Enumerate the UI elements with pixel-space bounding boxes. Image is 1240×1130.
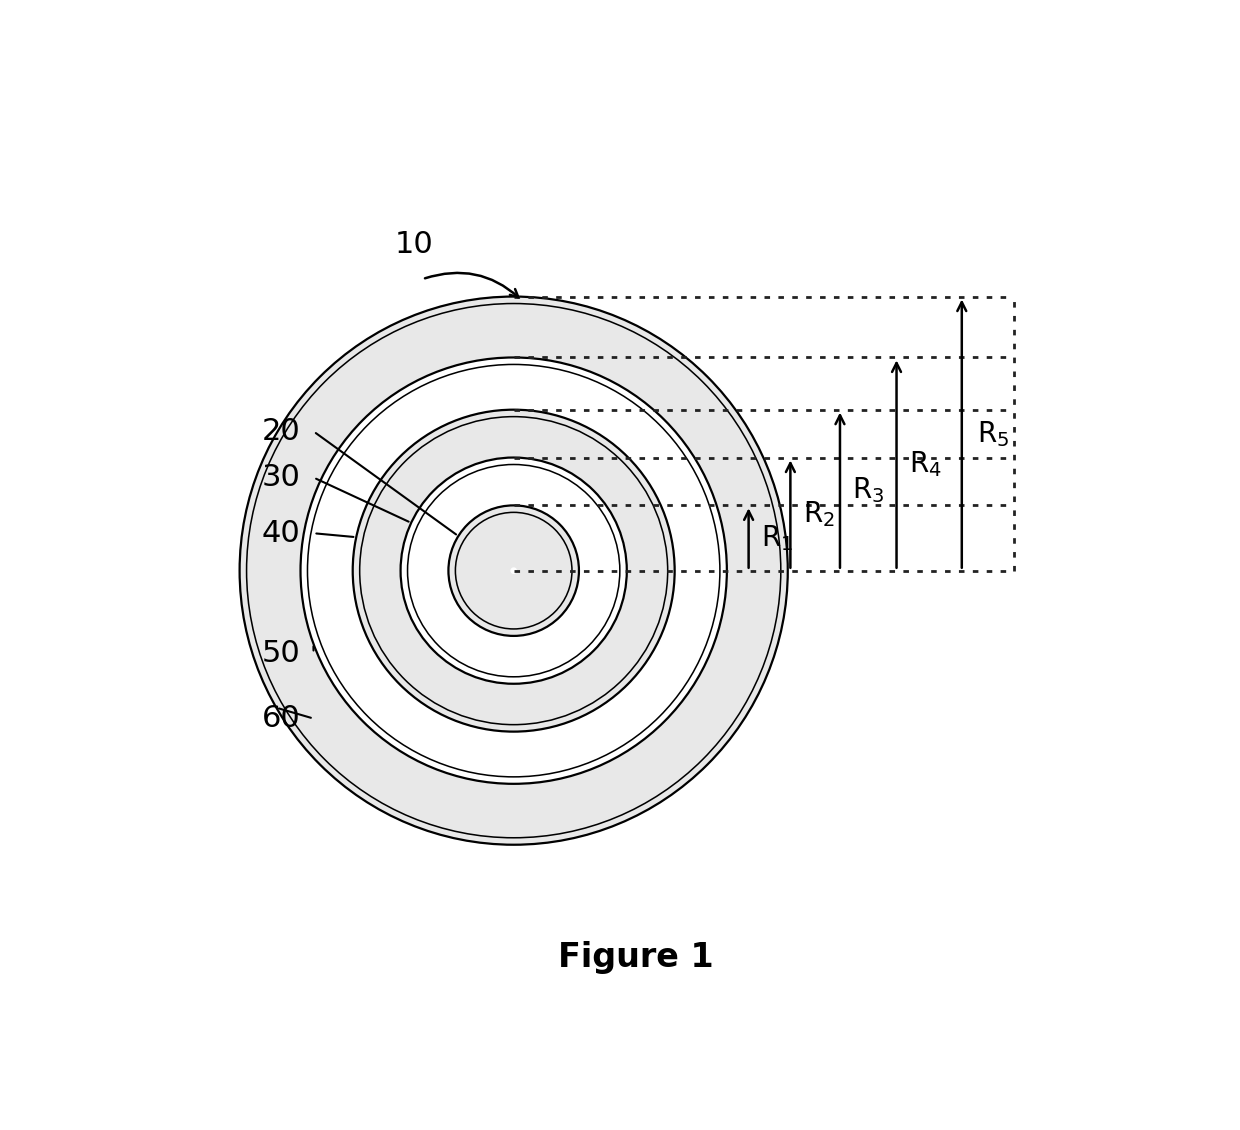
Text: R$_4$: R$_4$ <box>909 449 941 479</box>
Circle shape <box>352 410 675 731</box>
Text: R$_5$: R$_5$ <box>977 419 1009 449</box>
Circle shape <box>239 296 787 845</box>
Text: Figure 1: Figure 1 <box>558 941 713 974</box>
Text: 50: 50 <box>262 638 300 668</box>
Circle shape <box>449 505 579 636</box>
Text: 40: 40 <box>262 519 300 548</box>
Circle shape <box>300 357 727 784</box>
Text: 10: 10 <box>394 229 433 259</box>
Text: 30: 30 <box>262 463 300 492</box>
Text: R$_2$: R$_2$ <box>802 499 835 529</box>
Circle shape <box>511 568 516 573</box>
Text: 60: 60 <box>262 704 300 733</box>
Circle shape <box>401 458 626 684</box>
Text: R$_3$: R$_3$ <box>852 476 884 505</box>
Text: 20: 20 <box>262 417 300 446</box>
Text: R$_1$: R$_1$ <box>761 523 794 553</box>
